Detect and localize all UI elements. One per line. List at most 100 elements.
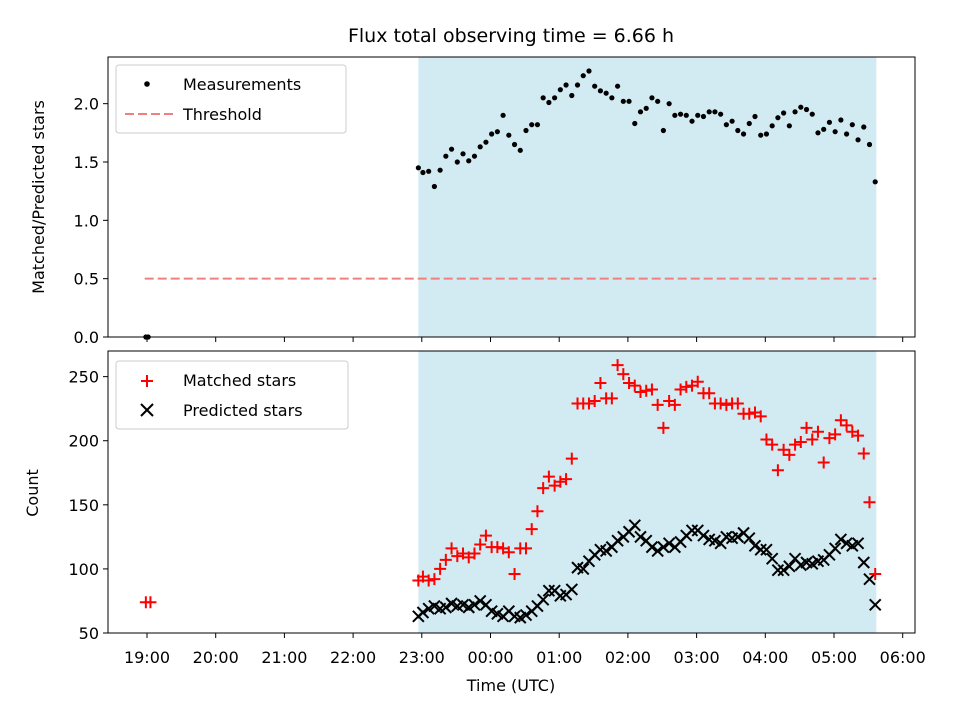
bottom-y-tick-label: 250 [68, 368, 99, 387]
matched-star-point [674, 383, 687, 396]
measurement-point [448, 146, 455, 152]
top-legend: Measurements Threshold [115, 64, 347, 134]
figure-title: Flux total observing time = 6.66 h [348, 25, 674, 47]
measurement-point [477, 144, 483, 150]
matched-star-point [657, 421, 670, 434]
predicted-star-point [645, 540, 659, 554]
predicted-star-point [439, 601, 453, 614]
measurement-point [466, 158, 472, 164]
matched-star-point [560, 473, 573, 486]
bottom-y-tick-label: 200 [68, 432, 99, 451]
predicted-star-point [743, 531, 756, 545]
matched-star-point [144, 596, 157, 609]
measurement-points [143, 68, 878, 340]
top-y-tick-label: 0.5 [74, 270, 99, 289]
predicted-star-point [536, 593, 550, 606]
matched-star-point [731, 397, 744, 410]
matched-star-point [519, 542, 532, 555]
predicted-star-point [765, 552, 779, 565]
bottom-panel: 50 100 150 200 250 19:00 20:00 21:00 22:00 23:00… [23, 350, 926, 695]
measurement-point [677, 111, 684, 117]
predicted-star-point [662, 537, 676, 550]
observing-span [418, 351, 877, 633]
measurement-point [712, 109, 718, 115]
observing-span [418, 57, 877, 337]
matched-star-point [857, 447, 870, 460]
measurement-point [752, 113, 758, 120]
predicted-star-point [685, 524, 699, 537]
measurement-point [534, 122, 541, 128]
legend-matched-marker [141, 375, 153, 387]
measurement-point [843, 131, 850, 137]
matched-star-point [760, 433, 773, 446]
bottom-x-axis-ticks: 19:00 20:00 21:00 22:00 23:00 00:00 01:00 02:00… [124, 633, 926, 667]
matched-star-point [829, 428, 842, 441]
predicted-star-point [473, 594, 487, 608]
matched-star-point [691, 375, 704, 388]
matched-star-point [582, 397, 595, 410]
measurement-point [580, 73, 586, 79]
matched-star-point [617, 368, 630, 381]
measurement-point [592, 83, 598, 89]
measurement-point [563, 82, 569, 88]
matched-star-point [720, 398, 733, 411]
measurement-point [620, 98, 626, 104]
measurement-point [758, 132, 764, 138]
matched-star-point [743, 407, 756, 420]
x-tick-label: 05:00 [811, 648, 857, 667]
measurement-point [569, 92, 575, 99]
measurement-point [506, 132, 512, 138]
measurement-point [437, 167, 443, 173]
x-tick-label: 02:00 [605, 648, 651, 667]
x-tick-label: 03:00 [674, 648, 720, 667]
measurement-point [729, 118, 735, 124]
bottom-plot-frame [107, 350, 916, 634]
top-y-tick-label: 1.5 [74, 153, 99, 172]
top-x-axis-ticks [146, 337, 904, 342]
predicted-star-point [869, 598, 882, 612]
matched-star-point [445, 542, 458, 555]
measurement-point [494, 129, 500, 135]
measurement-point [660, 127, 666, 134]
measurement-point [798, 104, 804, 110]
matched-star-point [789, 438, 802, 451]
measurement-point [426, 168, 432, 174]
measurement-point [666, 101, 672, 107]
matched-star-point [531, 505, 544, 518]
x-tick-label: 06:00 [880, 648, 926, 667]
measurement-point [792, 109, 798, 115]
bottom-legend-box [115, 360, 349, 430]
measurement-point [866, 141, 873, 148]
legend-predicted-label: Predicted stars [183, 401, 303, 420]
measurement-point [643, 105, 649, 111]
matched-star-point [565, 452, 578, 465]
measurement-point [832, 129, 838, 135]
matched-star-point [422, 574, 435, 587]
top-y-tick-label: 2.0 [74, 95, 99, 114]
predicted-star-point [416, 606, 430, 619]
matched-star-point [703, 387, 716, 400]
matched-star-point [817, 456, 830, 469]
measurement-point [483, 139, 489, 145]
predicted-star-point [777, 563, 790, 577]
top-plot-frame [107, 56, 916, 338]
predicted-star-point [468, 598, 481, 612]
top-y-axis-ticks: 0.0 0.5 1.0 1.5 2.0 [74, 95, 108, 347]
predicted-star-point [611, 534, 624, 547]
x-tick-label: 01:00 [536, 648, 582, 667]
measurement-point [672, 112, 678, 118]
legend-measurements-label: Measurements [183, 75, 301, 94]
measurement-point [609, 95, 615, 101]
matched-star-point [771, 464, 784, 477]
measurement-point [700, 113, 707, 120]
measurement-point [740, 131, 747, 137]
predicted-star-point [577, 562, 590, 576]
measurement-point [574, 82, 581, 88]
measurement-point [718, 111, 724, 117]
matched-star-point [840, 419, 853, 432]
measurement-point [637, 109, 644, 115]
matched-star-point [628, 379, 641, 392]
measurement-point [821, 126, 827, 132]
measurement-point [763, 131, 770, 137]
matched-star-point [668, 398, 681, 411]
